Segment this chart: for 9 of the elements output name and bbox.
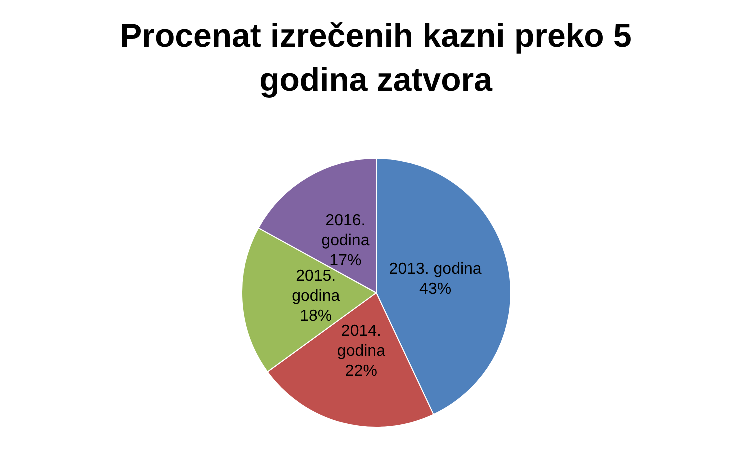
data-label: 17% <box>330 252 362 270</box>
data-label: 18% <box>300 308 332 326</box>
slice-label: 2013. godina <box>389 261 482 278</box>
slice-label: 2014. godina <box>337 323 386 360</box>
slice-label: 2016. godina <box>322 212 370 250</box>
data-label: 43% <box>420 281 452 298</box>
chart-title: Procenat izrečenih kazni preko 5 godina zatvora <box>119 16 633 100</box>
slice-label: 2015. godina <box>292 268 340 306</box>
data-label: 22% <box>345 363 378 380</box>
